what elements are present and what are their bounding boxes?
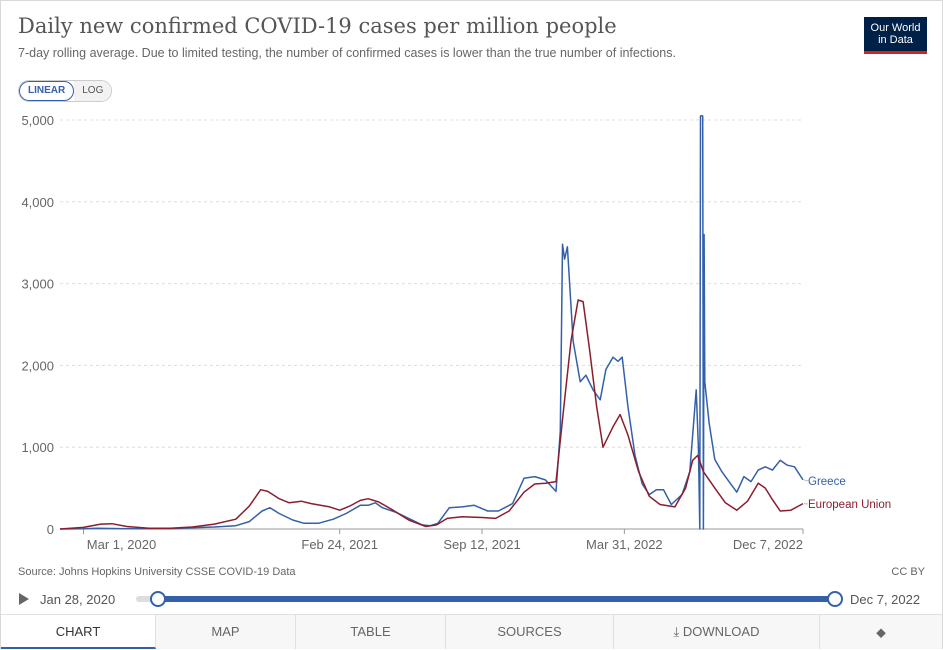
series-lines (60, 116, 803, 529)
x-tick-label: Mar 1, 2020 (87, 537, 156, 552)
tab-share[interactable]: ⬥ (820, 615, 942, 649)
legend-label-european-union[interactable]: European Union (808, 499, 891, 511)
timeline-start-date: Jan 28, 2020 (40, 592, 115, 607)
source-note[interactable]: Source: Johns Hopkins University CSSE CO… (18, 566, 296, 578)
tab-download-label: DOWNLOAD (683, 624, 760, 639)
timeline-start-handle[interactable] (150, 591, 166, 607)
x-tick-label: Mar 31, 2022 (586, 537, 663, 552)
x-tick-label: Feb 24, 2021 (301, 537, 378, 552)
series-line-european-union[interactable] (60, 300, 803, 529)
y-tick-label: 0 (47, 522, 54, 537)
timeline-end-handle[interactable] (827, 591, 843, 607)
tab-sources[interactable]: SOURCES (446, 615, 614, 649)
x-tick-label: Dec 7, 2022 (733, 537, 803, 552)
line-chart: 0 1,000 2,000 3,000 4,000 5,000 Mar 1, 2020 Fe… (0, 0, 943, 560)
play-icon[interactable] (19, 593, 29, 605)
y-axis-ticks: 0 1,000 2,000 3,000 4,000 5,000 (21, 113, 54, 537)
timeline-range-fill (157, 596, 834, 602)
share-icon: ⬥ (876, 624, 886, 640)
x-tick-label: Sep 12, 2021 (443, 537, 520, 552)
license-label[interactable]: CC BY (891, 566, 925, 578)
x-axis: Mar 1, 2020 Feb 24, 2021 Sep 12, 2021 Mar 3… (60, 529, 803, 552)
y-tick-label: 4,000 (21, 195, 54, 210)
tab-map[interactable]: MAP (156, 615, 296, 649)
download-icon: ⤓ (674, 624, 680, 639)
y-tick-label: 5,000 (21, 113, 54, 128)
y-tick-label: 3,000 (21, 277, 54, 292)
legend-label-greece[interactable]: Greece (808, 476, 846, 488)
tab-download[interactable]: ⤓ DOWNLOAD (614, 615, 820, 649)
y-tick-label: 2,000 (21, 358, 54, 373)
tab-chart[interactable]: CHART (1, 615, 156, 649)
legend: Greece European Union (804, 476, 891, 511)
y-tick-label: 1,000 (21, 440, 54, 455)
timeline-end-date: Dec 7, 2022 (850, 592, 920, 607)
tab-table[interactable]: TABLE (296, 615, 446, 649)
tab-bar: CHART MAP TABLE SOURCES ⤓ DOWNLOAD ⬥ (1, 614, 942, 649)
grid-lines (60, 120, 803, 447)
